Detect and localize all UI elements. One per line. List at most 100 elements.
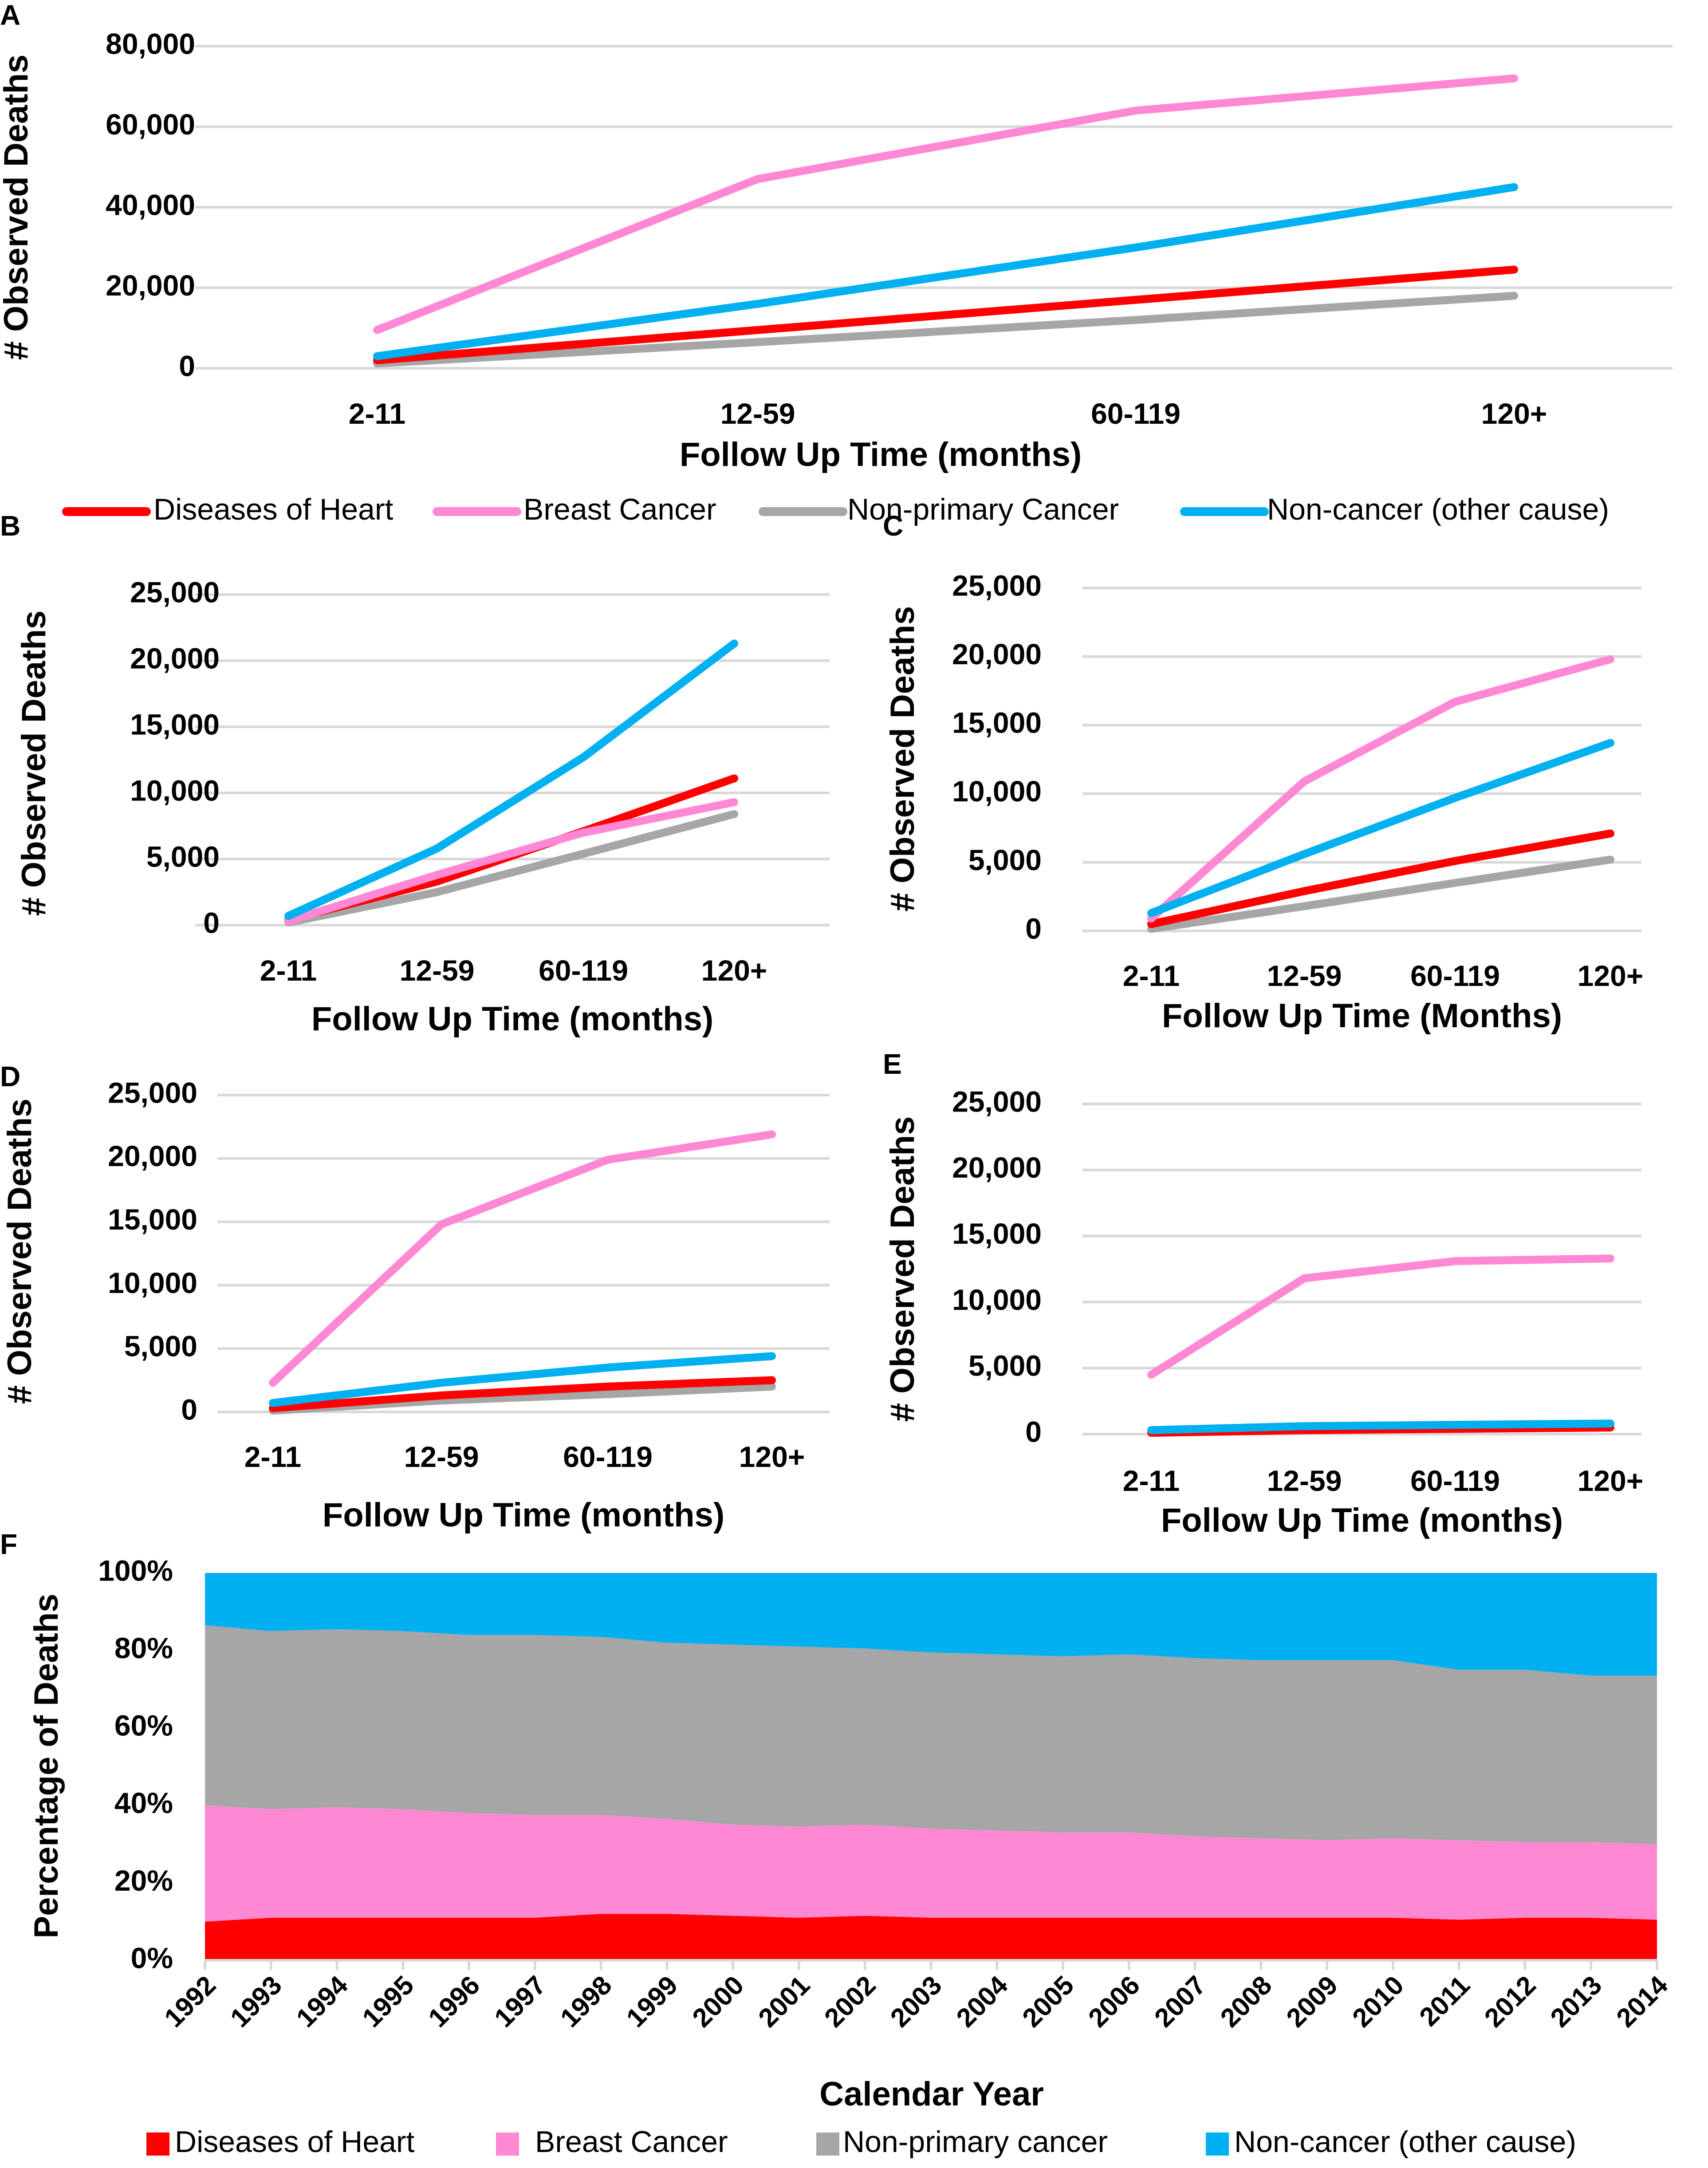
panel-a-ytick-label: 40,000 — [106, 188, 195, 221]
panel-e-xtick-label: 60-119 — [1410, 1464, 1500, 1497]
legend-top: Diseases of Heart Breast Cancer Non-prim… — [62, 493, 1609, 526]
panel-a-ytick-label: 0 — [179, 349, 195, 382]
legend-bottom: Diseases of Heart Breast Cancer Non-prim… — [146, 2125, 1576, 2159]
panel-b-ytick-label: 5,000 — [146, 840, 220, 873]
panel-f-xtick-label: 1992 — [158, 1970, 221, 2033]
panel-f-xtick-label: 2013 — [1545, 1970, 1608, 2033]
panel-f-y-axis-label: Percentage of Deaths — [28, 1593, 65, 1938]
panel-d-y-axis-label: # Observed Deaths — [1, 1099, 39, 1404]
panel-c-letter: C — [883, 510, 903, 542]
panel-f-xtick-label: 2008 — [1215, 1970, 1278, 2033]
panel-d-xtick-label: 12-59 — [404, 1440, 479, 1473]
panel-c-chart: 0 5,000 10,000 15,000 20,000 25,000 2-11 12-59 6… — [883, 510, 1643, 1035]
panel-a-xtick-label: 120+ — [1481, 397, 1547, 430]
panel-c-xtick-label: 2-11 — [1123, 959, 1180, 992]
panel-e-letter: E — [883, 1048, 902, 1080]
panel-f-xtick-label: 2007 — [1149, 1970, 1212, 2033]
panel-c-xtick-label: 60-119 — [1410, 959, 1500, 992]
panel-f-ytick-label: 0% — [131, 1941, 173, 1974]
panel-f-area-nonprimary — [205, 1625, 1657, 1845]
panel-f-xtick-label: 2005 — [1016, 1970, 1079, 2033]
panel-a-letter: A — [0, 0, 20, 31]
panel-b-series-nonprimary-line — [284, 810, 738, 927]
legend-top-nonprimary-label: Non-primary Cancer — [847, 493, 1119, 526]
legend-bottom-heart-swatch — [146, 2133, 169, 2156]
legend-top-heart-label: Diseases of Heart — [153, 493, 394, 526]
panel-a-ytick-label: 20,000 — [106, 269, 195, 302]
legend-bottom-heart-label: Diseases of Heart — [175, 2125, 415, 2159]
panel-d-ytick-label: 20,000 — [108, 1139, 197, 1172]
panel-b-ytick-label: 10,000 — [130, 774, 220, 807]
panel-f-xtick-label: 2004 — [951, 1970, 1014, 2033]
panel-b-ytick-label: 15,000 — [130, 708, 220, 741]
panel-d-series-breast-line — [269, 1130, 776, 1387]
panel-e-xtick-label: 120+ — [1578, 1464, 1644, 1497]
panel-d-series-heart-line — [269, 1376, 776, 1412]
panel-e-series-breast-line — [1147, 1254, 1614, 1379]
panel-f-area-noncancer — [205, 1573, 1657, 1676]
legend-top-breast-label: Breast Cancer — [523, 493, 716, 526]
panel-a-y-axis-label: # Observed Deaths — [0, 55, 35, 360]
panel-c-xtick-label: 120+ — [1578, 959, 1644, 992]
panel-b-x-axis-label: Follow Up Time (months) — [311, 1000, 713, 1038]
panel-f-chart: 0%20%40%60%80%100%1992 1993 1994 1995 1996 19… — [0, 1528, 1674, 2113]
panel-a-xtick-label: 2-11 — [349, 397, 405, 430]
panel-b-letter: B — [0, 510, 20, 542]
panel-f-xtick-label: 2006 — [1082, 1970, 1145, 2033]
panel-b-ytick-label: 0 — [203, 906, 220, 939]
panel-b-series-noncancer-line — [284, 639, 738, 920]
panel-f-xtick-label: 2001 — [752, 1970, 815, 2033]
panel-d-ytick-label: 0 — [181, 1393, 197, 1426]
panel-a-x-axis-label: Follow Up Time (months) — [680, 436, 1082, 473]
panel-d-ytick-label: 15,000 — [108, 1203, 197, 1236]
panel-f-xtick-label: 1997 — [488, 1970, 551, 2033]
panel-a-series-noncancer-line — [373, 183, 1518, 360]
panel-d-letter: D — [0, 1060, 20, 1092]
panel-f-ytick-label: 40% — [114, 1786, 173, 1819]
panel-e-xtick-label: 2-11 — [1123, 1464, 1180, 1497]
panel-c-ytick-label: 0 — [1025, 912, 1042, 945]
panel-f-area-heart — [205, 1914, 1657, 1960]
panel-f-xtick-label: 1994 — [291, 1970, 354, 2033]
panel-e-x-axis-label: Follow Up Time (months) — [1161, 1502, 1563, 1539]
panel-b-ytick-label: 20,000 — [130, 642, 220, 674]
panel-c-ytick-label: 25,000 — [952, 569, 1042, 602]
panel-a-ytick-label: 80,000 — [106, 27, 195, 60]
legend-bottom-breast-label: Breast Cancer — [535, 2125, 728, 2159]
panel-f-xtick-label: 2009 — [1281, 1970, 1344, 2033]
panel-c-series-breast-line — [1147, 655, 1614, 923]
panel-d-xtick-label: 60-119 — [563, 1440, 653, 1473]
legend-bottom-noncancer-label: Non-cancer (other cause) — [1234, 2125, 1576, 2159]
panel-f-area-breast — [205, 1805, 1657, 1922]
panel-d-ytick-label: 25,000 — [108, 1076, 197, 1109]
panel-e-ytick-label: 0 — [1025, 1415, 1042, 1448]
panel-a-chart: 0 20,000 40,000 60,000 80,000 2-11 12-59 60-119… — [0, 0, 1673, 473]
panel-f-ytick-label: 80% — [114, 1632, 173, 1664]
panel-f-xtick-label: 1996 — [423, 1970, 486, 2033]
panel-f-ytick-label: 20% — [114, 1864, 173, 1897]
panel-c-series-nonprimary-line — [1147, 855, 1614, 933]
panel-a-xtick-label: 12-59 — [720, 397, 795, 430]
panel-d-ytick-label: 5,000 — [124, 1330, 197, 1363]
panel-d-series-noncancer-line — [269, 1352, 776, 1407]
panel-e-ytick-label: 25,000 — [952, 1085, 1042, 1118]
panel-e-y-axis-label: # Observed Deaths — [884, 1116, 921, 1422]
panel-b-xtick-label: 120+ — [701, 954, 767, 987]
panel-c-x-axis-label: Follow Up Time (Months) — [1162, 997, 1562, 1035]
panel-d-ytick-label: 10,000 — [108, 1266, 197, 1299]
legend-bottom-breast-swatch — [496, 2133, 519, 2156]
panel-f-xtick-label: 1995 — [357, 1970, 420, 2033]
panel-e-chart: 0 5,000 10,000 15,000 20,000 25,000 2-11 12-59 6… — [883, 1048, 1643, 1539]
legend-bottom-nonprimary-label: Non-primary cancer — [843, 2125, 1108, 2159]
panel-b-chart: 0 5,000 10,000 15,000 20,000 25,000 2-11 12-59 6… — [0, 510, 830, 1038]
panel-c-ytick-label: 5,000 — [968, 844, 1042, 876]
panel-f-xtick-label: 1998 — [555, 1970, 618, 2033]
panel-f-ytick-label: 60% — [114, 1709, 173, 1742]
panel-a-series-heart-line — [373, 265, 1518, 364]
panel-f-ytick-label: 100% — [98, 1554, 173, 1587]
panel-c-series-noncancer-line — [1147, 739, 1614, 917]
panel-e-ytick-label: 10,000 — [952, 1283, 1042, 1316]
panel-f-xtick-label: 1993 — [224, 1970, 287, 2033]
panel-e-xtick-label: 12-59 — [1267, 1464, 1342, 1497]
